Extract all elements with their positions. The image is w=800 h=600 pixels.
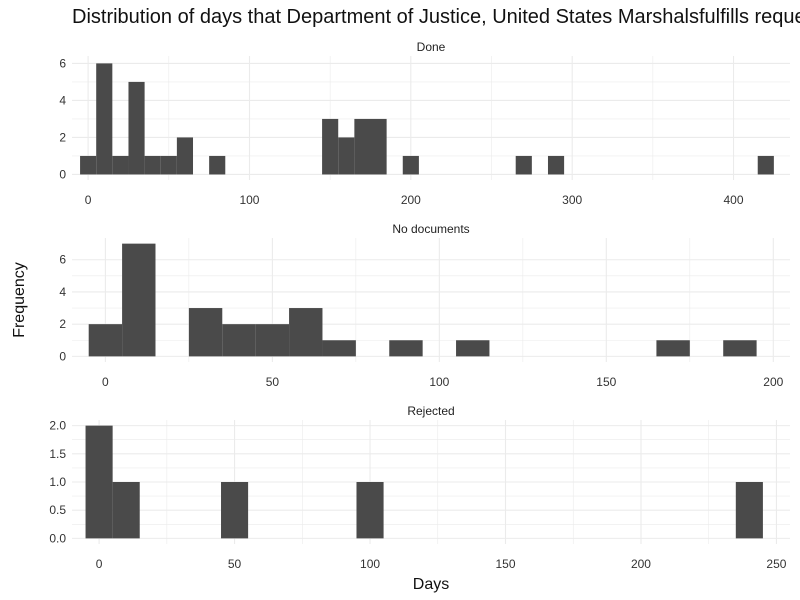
- histogram-bar: [370, 118, 387, 175]
- histogram-bar: [723, 340, 757, 357]
- histogram-bar: [188, 308, 223, 357]
- histogram-bar: [735, 482, 763, 539]
- histogram-bar: [144, 155, 161, 175]
- y-tick-label: 1.5: [49, 447, 66, 461]
- facet-label: Done: [417, 40, 446, 54]
- histogram-bar: [80, 155, 97, 175]
- histogram-bar: [221, 482, 249, 539]
- histogram-bar: [338, 137, 355, 175]
- histogram-bar: [354, 118, 371, 175]
- histogram-bar: [289, 308, 323, 357]
- histogram-bar: [389, 340, 423, 357]
- x-tick-label: 0: [85, 193, 92, 207]
- histogram-bar: [160, 155, 177, 175]
- histogram-bar: [402, 155, 419, 175]
- y-tick-label: 2.0: [49, 419, 66, 433]
- facet-label: Rejected: [407, 404, 454, 418]
- facet-label: No documents: [392, 222, 469, 236]
- x-tick-label: 50: [228, 557, 242, 571]
- histogram-bar: [88, 324, 123, 357]
- y-tick-label: 2: [59, 130, 66, 144]
- y-tick-label: 0.0: [49, 531, 66, 545]
- x-tick-label: 300: [562, 193, 582, 207]
- histogram-bar: [96, 63, 113, 175]
- x-tick-label: 200: [763, 375, 783, 389]
- x-axis-label: Days: [413, 576, 449, 593]
- x-tick-label: 50: [266, 375, 280, 389]
- histogram-bar: [122, 243, 156, 357]
- histogram-bar: [209, 155, 226, 175]
- y-tick-label: 4: [59, 285, 66, 299]
- histogram-bar: [322, 340, 356, 357]
- x-tick-label: 150: [596, 375, 616, 389]
- histogram-bar: [112, 155, 129, 175]
- y-tick-label: 0.5: [49, 503, 66, 517]
- histogram-bar: [255, 324, 290, 357]
- y-tick-label: 0: [59, 167, 66, 181]
- x-tick-label: 100: [360, 557, 380, 571]
- histogram-bar: [128, 81, 145, 175]
- x-tick-label: 100: [429, 375, 449, 389]
- histogram-bar: [356, 482, 384, 539]
- histogram-bar: [456, 340, 490, 357]
- histogram-bar: [757, 155, 774, 175]
- y-tick-label: 6: [59, 253, 66, 267]
- histogram-bar: [515, 155, 532, 175]
- chart-title: Distribution of days that Department of …: [72, 6, 800, 28]
- y-tick-label: 2: [59, 317, 66, 331]
- histogram-bar: [85, 425, 113, 539]
- x-tick-label: 200: [401, 193, 421, 207]
- histogram-bar: [222, 324, 256, 357]
- y-axis-label: Frequency: [11, 262, 28, 338]
- y-tick-label: 4: [59, 93, 66, 107]
- histogram-bar: [112, 482, 140, 539]
- x-tick-label: 150: [495, 557, 515, 571]
- histogram-bar: [547, 155, 565, 175]
- y-tick-label: 6: [59, 56, 66, 70]
- y-tick-label: 0: [59, 349, 66, 363]
- y-tick-label: 1.0: [49, 475, 66, 489]
- histogram-bar: [176, 137, 194, 175]
- x-tick-label: 0: [96, 557, 103, 571]
- histogram-bar: [656, 340, 690, 357]
- histogram-bar: [322, 118, 339, 175]
- x-tick-label: 400: [724, 193, 744, 207]
- x-tick-label: 200: [631, 557, 651, 571]
- x-tick-label: 250: [766, 557, 786, 571]
- x-tick-label: 0: [102, 375, 109, 389]
- x-tick-label: 100: [239, 193, 259, 207]
